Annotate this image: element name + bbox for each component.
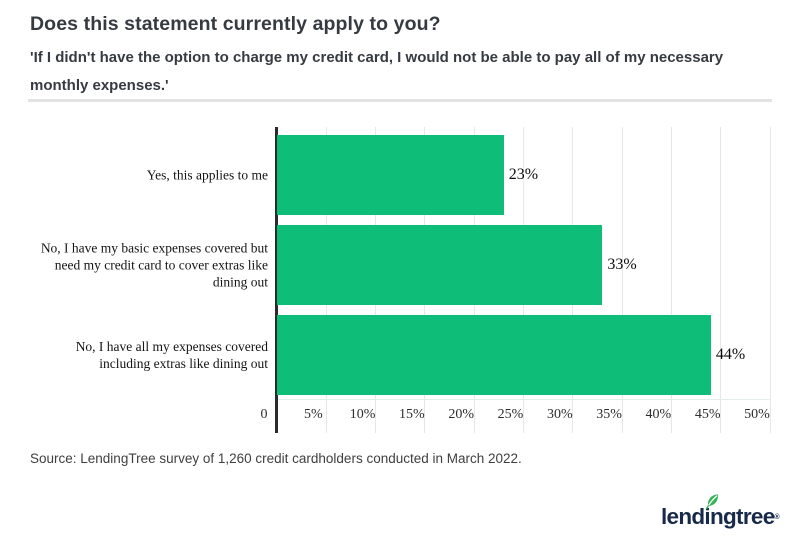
chart-title: Does this statement currently apply to y… — [30, 13, 441, 35]
chart-subtitle: 'If I didn't have the option to charge m… — [30, 49, 724, 94]
source-note: Source: LendingTree survey of 1,260 cred… — [30, 451, 522, 466]
x-tick-label: 40% — [645, 407, 672, 422]
x-tick-label: 25% — [497, 407, 524, 422]
x-tick-label: 50% — [744, 407, 770, 422]
logo-wordmark: lendingtree® — [660, 494, 780, 529]
plot-bottom-line — [277, 399, 770, 400]
x-tick-label: 5% — [303, 407, 323, 422]
gridline — [670, 127, 672, 433]
lendingtree-logo: lendingtree® — [660, 488, 780, 530]
x-tick-label: 15% — [399, 407, 425, 422]
logo-text: lendingtree — [660, 504, 775, 529]
x-tick-label: 30% — [546, 407, 573, 422]
bar-rect — [277, 315, 711, 395]
registered-mark: ® — [774, 514, 780, 521]
value-label: 44% — [715, 346, 746, 363]
leaf-icon — [705, 494, 718, 510]
x-tick-label: 45% — [694, 407, 721, 422]
x-tick-label: 0 — [260, 407, 268, 422]
y-axis-line — [275, 127, 278, 433]
bar-rect — [277, 225, 603, 305]
value-label: 23% — [508, 166, 539, 183]
gridline — [720, 127, 722, 433]
bar-rect — [277, 135, 504, 215]
bar: 33% — [277, 225, 637, 305]
divider — [28, 99, 772, 102]
x-tick-label: 20% — [448, 407, 475, 422]
x-tick-label: 10% — [349, 407, 376, 422]
bar-chart: Yes, this applies to me No, I have my bas… — [0, 127, 800, 433]
gridline — [769, 127, 771, 433]
value-label: 33% — [607, 256, 637, 273]
bar: 23% — [277, 135, 538, 215]
category-label: No, I have all my expenses covered inclu… — [75, 339, 268, 371]
category-label: No, I have my basic expenses covered but… — [40, 240, 268, 290]
category-label: Yes, this applies to me — [146, 167, 268, 183]
gridline — [621, 127, 623, 433]
x-tick-label: 35% — [596, 407, 622, 422]
bar: 44% — [277, 315, 745, 395]
